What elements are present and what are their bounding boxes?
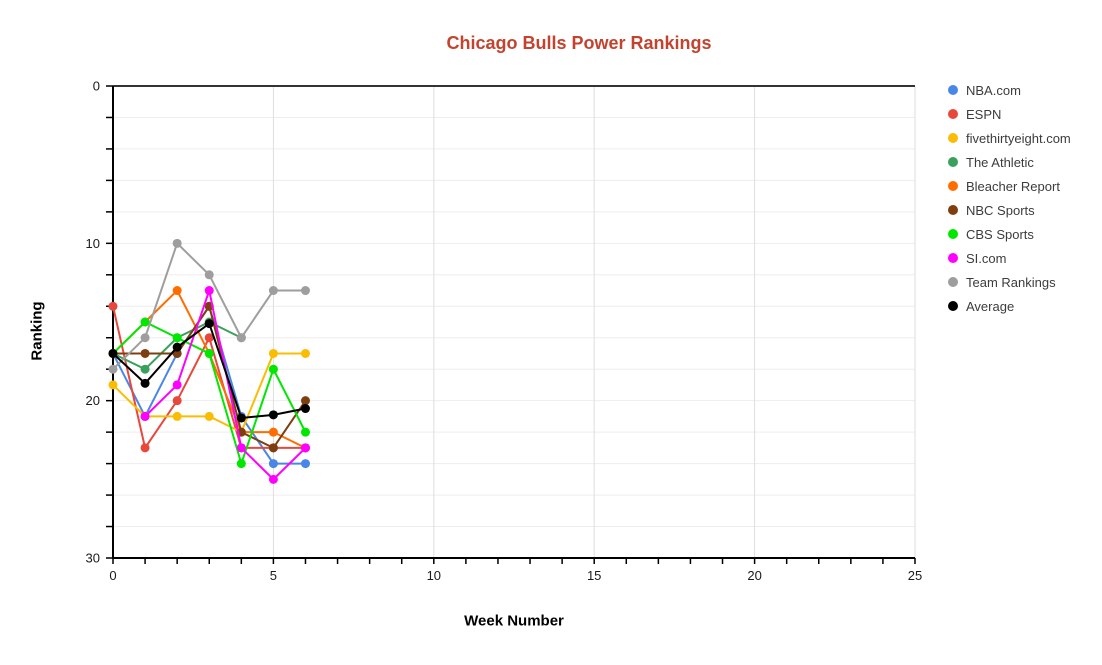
- series-point-nbc-sports: [268, 443, 278, 453]
- chart-title: Chicago Bulls Power Rankings: [446, 33, 712, 53]
- series-point-team-rankings: [172, 238, 182, 248]
- series-point-average: [204, 319, 214, 329]
- series-point-si-com: [268, 474, 278, 484]
- legend-swatch-average: [948, 301, 958, 311]
- legend-item-nba-com: NBA.com: [948, 78, 1071, 102]
- legend-swatch-nbc-sports: [948, 205, 958, 215]
- legend-item-nbc-sports: NBC Sports: [948, 198, 1071, 222]
- series-point-cbs-sports: [204, 348, 214, 358]
- series-point-team-rankings: [236, 333, 246, 343]
- legend: NBA.com ESPN fivethirtyeight.com The Athlet…: [948, 78, 1071, 318]
- series-point-si-com: [300, 443, 310, 453]
- series-point-average: [268, 410, 278, 420]
- series-point-fivethirtyeight-com: [268, 348, 278, 358]
- series-point-espn: [108, 301, 118, 311]
- x-tick-label: 15: [587, 568, 601, 583]
- series-point-bleacher-report: [172, 286, 182, 296]
- series-point-nbc-sports: [140, 348, 150, 358]
- legend-item-average: Average: [948, 294, 1071, 318]
- series-point-fivethirtyeight-com: [108, 380, 118, 390]
- y-tick-label: 10: [86, 236, 100, 251]
- legend-label: Team Rankings: [966, 274, 1056, 290]
- legend-label: ESPN: [966, 106, 1002, 122]
- series-point-cbs-sports: [268, 364, 278, 374]
- series-point-team-rankings: [108, 364, 118, 374]
- series-point-the-athletic: [140, 364, 150, 374]
- series-point-nbc-sports: [300, 396, 310, 406]
- series-point-team-rankings: [268, 286, 278, 296]
- x-axis-title: Week Number: [464, 612, 564, 630]
- series-point-espn: [172, 396, 182, 406]
- series-point-si-com: [172, 380, 182, 390]
- legend-item-espn: ESPN: [948, 102, 1071, 126]
- legend-swatch-nba-com: [948, 85, 958, 95]
- legend-label: SI.com: [966, 250, 1007, 266]
- legend-item-si-com: SI.com: [948, 246, 1071, 270]
- legend-label: The Athletic: [966, 154, 1034, 170]
- legend-swatch-fivethirtyeight-com: [948, 133, 958, 143]
- legend-item-fivethirtyeight-com: fivethirtyeight.com: [948, 126, 1071, 150]
- x-tick-label: 0: [109, 568, 116, 583]
- series-point-espn: [204, 333, 214, 343]
- legend-swatch-espn: [948, 109, 958, 119]
- series-point-team-rankings: [204, 270, 214, 280]
- series-point-cbs-sports: [300, 427, 310, 437]
- series-point-nba-com: [268, 459, 278, 469]
- series-point-cbs-sports: [236, 459, 246, 469]
- series-point-fivethirtyeight-com: [204, 411, 214, 421]
- series-point-bleacher-report: [268, 427, 278, 437]
- series-point-average: [236, 413, 246, 423]
- y-tick-label: 0: [93, 79, 100, 94]
- series-point-nba-com: [300, 459, 310, 469]
- series-point-si-com: [236, 443, 246, 453]
- series-point-team-rankings: [300, 286, 310, 296]
- x-tick-label: 5: [270, 568, 277, 583]
- legend-label: Bleacher Report: [966, 178, 1060, 194]
- legend-label: fivethirtyeight.com: [966, 130, 1071, 146]
- series-point-cbs-sports: [140, 317, 150, 327]
- series-point-espn: [140, 443, 150, 453]
- series-point-average: [300, 404, 310, 414]
- series-point-team-rankings: [140, 333, 150, 343]
- series-point-average: [172, 342, 182, 352]
- legend-label: Average: [966, 298, 1015, 314]
- series-point-cbs-sports: [172, 333, 182, 343]
- legend-label: NBC Sports: [966, 202, 1035, 218]
- x-tick-label: 10: [427, 568, 441, 583]
- legend-label: NBA.com: [966, 82, 1021, 98]
- series-point-fivethirtyeight-com: [172, 411, 182, 421]
- legend-item-bleacher-report: Bleacher Report: [948, 174, 1071, 198]
- legend-swatch-the-athletic: [948, 157, 958, 167]
- y-tick-label: 30: [86, 551, 100, 566]
- series-point-average: [140, 378, 150, 388]
- x-tick-label: 25: [908, 568, 922, 583]
- series-point-si-com: [140, 411, 150, 421]
- legend-swatch-si-com: [948, 253, 958, 263]
- legend-swatch-team-rankings: [948, 277, 958, 287]
- x-tick-label: 20: [747, 568, 761, 583]
- legend-swatch-cbs-sports: [948, 229, 958, 239]
- series-point-si-com: [204, 286, 214, 296]
- legend-swatch-bleacher-report: [948, 181, 958, 191]
- legend-item-team-rankings: Team Rankings: [948, 270, 1071, 294]
- legend-item-cbs-sports: CBS Sports: [948, 222, 1071, 246]
- series-point-fivethirtyeight-com: [300, 348, 310, 358]
- y-tick-label: 20: [86, 393, 100, 408]
- series-point-average: [108, 348, 118, 358]
- legend-item-the-athletic: The Athletic: [948, 150, 1071, 174]
- legend-label: CBS Sports: [966, 226, 1034, 242]
